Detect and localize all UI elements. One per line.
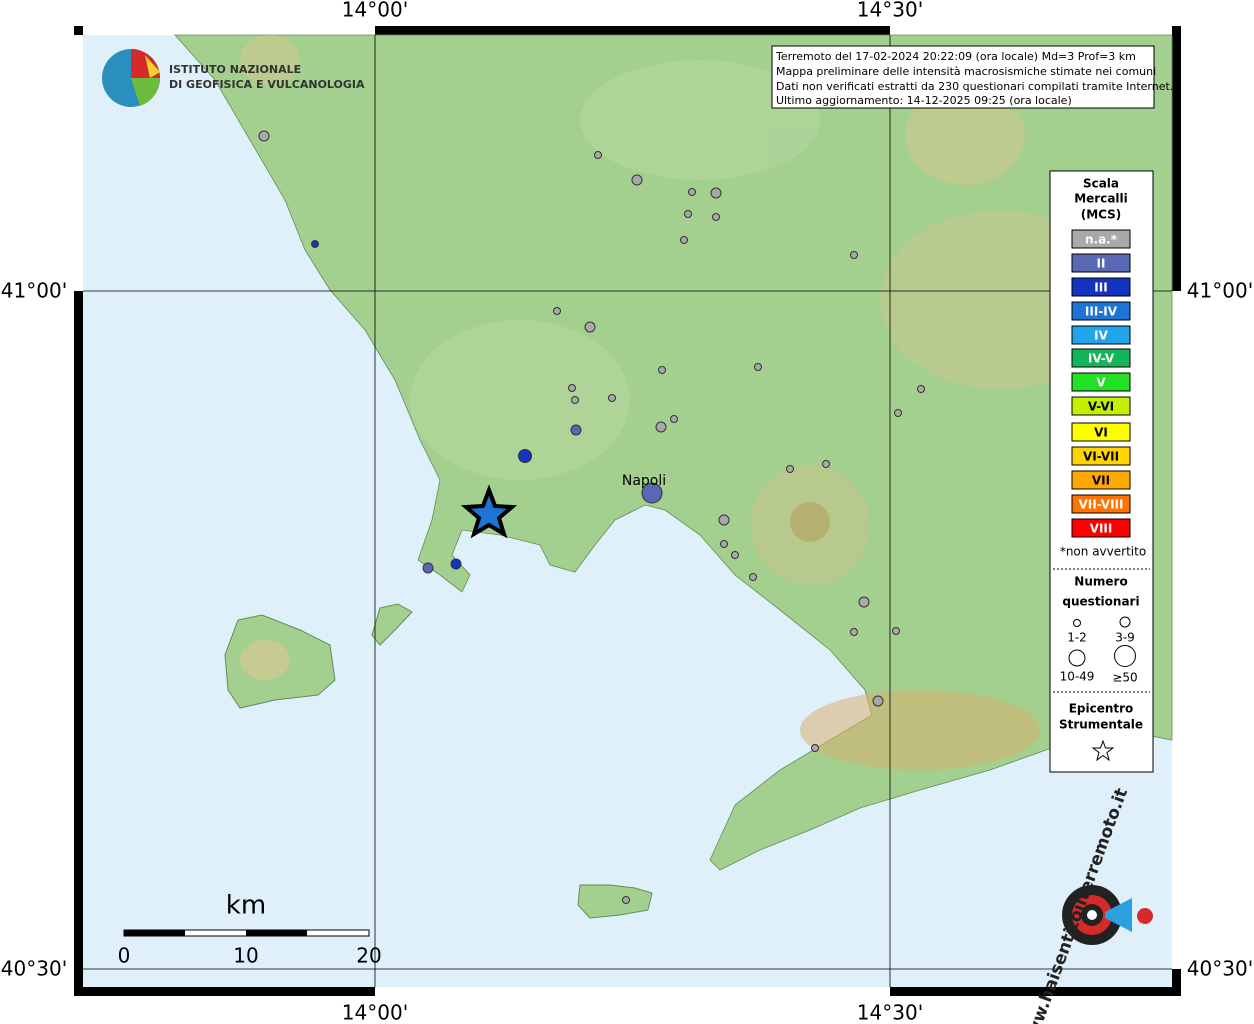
legend-label: V	[1096, 376, 1106, 390]
scale-unit: km	[226, 891, 266, 921]
scale-label: 20	[356, 944, 381, 968]
procida	[371, 603, 413, 646]
lat-label: 40°30'	[1, 957, 67, 981]
city-label: Napoli	[622, 473, 666, 489]
legend-swatch	[1071, 325, 1131, 345]
legend-swatch	[1071, 229, 1131, 249]
legend-swatch	[1071, 446, 1131, 466]
legend-label: VI	[1094, 426, 1108, 440]
legend-label: III	[1094, 281, 1107, 295]
count-label: 3-9	[1115, 631, 1135, 645]
legend: Scala Mercalli (MCS) *non avvertito Nume…	[1049, 170, 1154, 773]
legend-title: questionari	[1062, 595, 1139, 609]
legend-label: V-VI	[1088, 400, 1114, 414]
legend-label: III-IV	[1085, 305, 1118, 319]
scale-bar: km 0 10 20	[118, 891, 382, 968]
header-line: Ultimo aggiornamento: 14-12-2025 09:25 (…	[776, 94, 1072, 107]
legend-swatch	[1071, 277, 1131, 297]
count-label: 1-2	[1067, 631, 1087, 645]
legend-swatch	[1071, 348, 1131, 368]
header-line: Dati non verificati estratti da 230 ques…	[776, 80, 1173, 93]
logo-text: DI GEOFISICA E VULCANOLOGIA	[169, 78, 365, 91]
epicenter	[460, 484, 518, 539]
legend-swatch	[1071, 372, 1131, 392]
legend-swatch	[1071, 422, 1131, 442]
legend-label: VII-VIII	[1078, 498, 1123, 512]
legend-label: IV-V	[1088, 352, 1115, 366]
lat-label: 41°00'	[1, 279, 67, 303]
legend-swatch	[1071, 253, 1131, 273]
legend-title: (MCS)	[1081, 208, 1122, 222]
legend-label: VIII	[1090, 522, 1113, 536]
ingv-logo: ISTITUTO NAZIONALE DI GEOFISICA E VULCAN…	[102, 49, 365, 107]
legend-swatch	[1071, 518, 1131, 538]
lon-label: 14°00'	[342, 1001, 408, 1024]
legend-title: Strumentale	[1059, 718, 1143, 732]
legend-swatch	[1071, 396, 1131, 416]
count-label: ≥50	[1112, 671, 1137, 685]
scale-label: 0	[118, 944, 131, 968]
legend-swatch	[1071, 494, 1131, 514]
legend-note: *non avvertito	[1060, 545, 1146, 559]
logo-text: ISTITUTO NAZIONALE	[169, 63, 301, 76]
lon-label: 14°30'	[857, 0, 923, 22]
legend-label: VII	[1092, 474, 1110, 488]
legend-label: IV	[1094, 329, 1108, 343]
intensity-points	[258, 130, 925, 904]
frame-ticks	[74, 26, 1181, 996]
header-line: Mappa preliminare delle intensità macros…	[776, 65, 1156, 78]
legend-title: Mercalli	[1074, 192, 1128, 206]
legend-label: II	[1097, 257, 1106, 271]
graticule	[83, 35, 1172, 987]
legend-title: Scala	[1083, 177, 1119, 191]
header-line: Terremoto del 17-02-2024 20:22:09 (ora l…	[775, 50, 1136, 63]
header-box	[771, 45, 1155, 109]
capri	[577, 884, 653, 919]
legend-label: VI-VII	[1083, 450, 1119, 464]
legend-title: Epicentro	[1069, 702, 1134, 716]
legend-label: n.a.*	[1085, 233, 1118, 247]
lat-label: 41°00'	[1187, 279, 1253, 303]
lon-label: 14°30'	[857, 1001, 923, 1024]
lat-label: 40°30'	[1187, 957, 1253, 981]
lon-label: 14°00'	[342, 0, 408, 22]
count-label: 10-49	[1060, 670, 1095, 684]
legend-title: Numero	[1074, 575, 1127, 589]
scale-label: 10	[233, 944, 258, 968]
relief	[240, 35, 1120, 770]
legend-swatch	[1071, 470, 1131, 490]
legend-swatch	[1071, 301, 1131, 321]
